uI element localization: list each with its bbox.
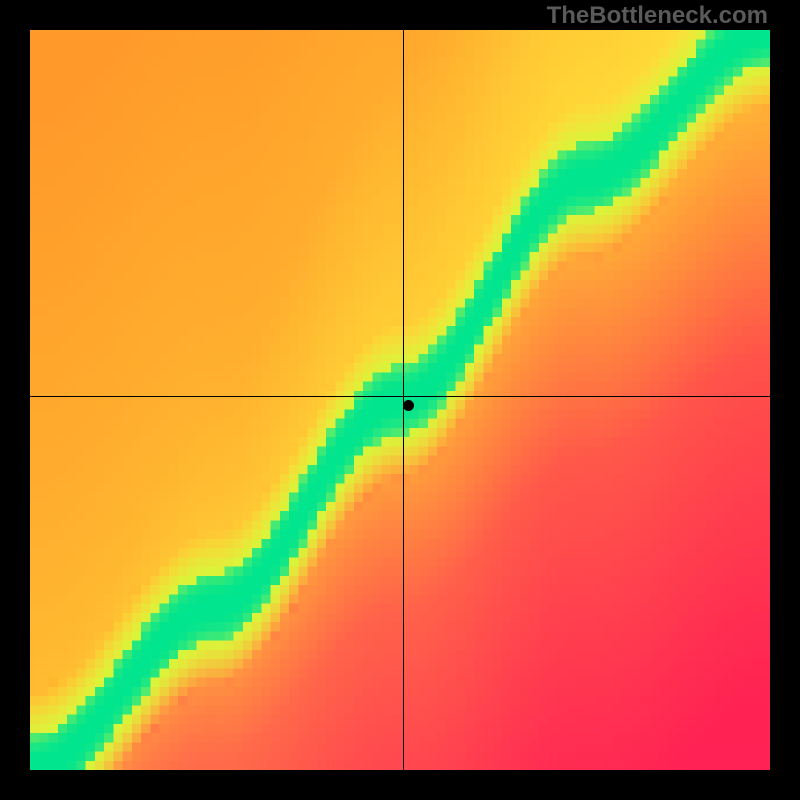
heatmap-plot <box>30 30 770 770</box>
watermark-text: TheBottleneck.com <box>547 2 768 30</box>
heatmap-canvas <box>30 30 770 770</box>
crosshair-horizontal <box>30 396 770 398</box>
crosshair-vertical <box>403 30 405 770</box>
